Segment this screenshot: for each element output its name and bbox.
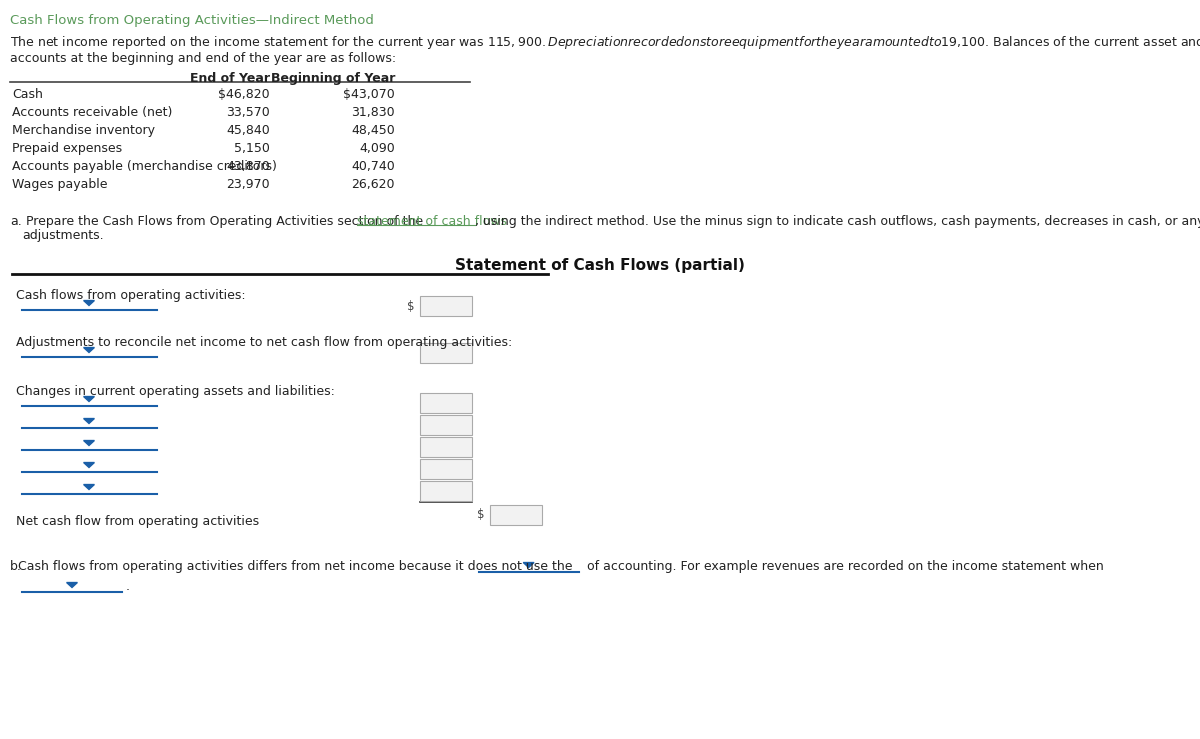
Text: Adjustments to reconcile net income to net cash flow from operating activities:: Adjustments to reconcile net income to n… (16, 336, 512, 349)
Text: of accounting. For example revenues are recorded on the income statement when: of accounting. For example revenues are … (583, 560, 1104, 573)
Text: Changes in current operating assets and liabilities:: Changes in current operating assets and … (16, 385, 335, 398)
Text: $43,070: $43,070 (343, 88, 395, 101)
Text: Accounts receivable (net): Accounts receivable (net) (12, 106, 173, 119)
Text: 26,620: 26,620 (352, 178, 395, 191)
Text: .: . (126, 580, 130, 593)
Text: Cash flows from operating activities:: Cash flows from operating activities: (16, 289, 246, 302)
Text: Prepare the Cash Flows from Operating Activities section of the: Prepare the Cash Flows from Operating Ac… (22, 215, 427, 228)
Text: 33,570: 33,570 (227, 106, 270, 119)
Text: statement of cash flows: statement of cash flows (356, 215, 506, 228)
Text: Prepaid expenses: Prepaid expenses (12, 142, 122, 155)
Text: Cash flows from operating activities differs from net income because it does not: Cash flows from operating activities dif… (10, 560, 576, 573)
Text: Cash Flows from Operating Activities—Indirect Method: Cash Flows from Operating Activities—Ind… (10, 14, 374, 27)
Text: Merchandise inventory: Merchandise inventory (12, 124, 155, 137)
Text: $: $ (408, 299, 415, 313)
Text: $46,820: $46,820 (218, 88, 270, 101)
Text: 48,450: 48,450 (352, 124, 395, 137)
Text: a.: a. (10, 215, 22, 228)
Text: , using the indirect method. Use the minus sign to indicate cash outflows, cash : , using the indirect method. Use the min… (475, 215, 1200, 228)
Text: Wages payable: Wages payable (12, 178, 108, 191)
Text: Beginning of Year: Beginning of Year (271, 72, 395, 85)
Text: adjustments.: adjustments. (22, 229, 103, 242)
Text: 31,830: 31,830 (352, 106, 395, 119)
Text: The net income reported on the income statement for the current year was $115,90: The net income reported on the income st… (10, 34, 1200, 51)
Text: b.: b. (10, 560, 22, 573)
Text: End of Year: End of Year (190, 72, 270, 85)
Text: 5,150: 5,150 (234, 142, 270, 155)
Text: 43,870: 43,870 (227, 160, 270, 173)
Text: Cash: Cash (12, 88, 43, 101)
Text: Statement of Cash Flows (partial): Statement of Cash Flows (partial) (455, 258, 745, 273)
Text: 45,840: 45,840 (227, 124, 270, 137)
Text: accounts at the beginning and end of the year are as follows:: accounts at the beginning and end of the… (10, 52, 396, 65)
Text: 23,970: 23,970 (227, 178, 270, 191)
Text: $: $ (478, 508, 485, 522)
Text: Net cash flow from operating activities: Net cash flow from operating activities (16, 515, 259, 528)
Text: 40,740: 40,740 (352, 160, 395, 173)
Text: 4,090: 4,090 (359, 142, 395, 155)
Text: Accounts payable (merchandise creditors): Accounts payable (merchandise creditors) (12, 160, 277, 173)
